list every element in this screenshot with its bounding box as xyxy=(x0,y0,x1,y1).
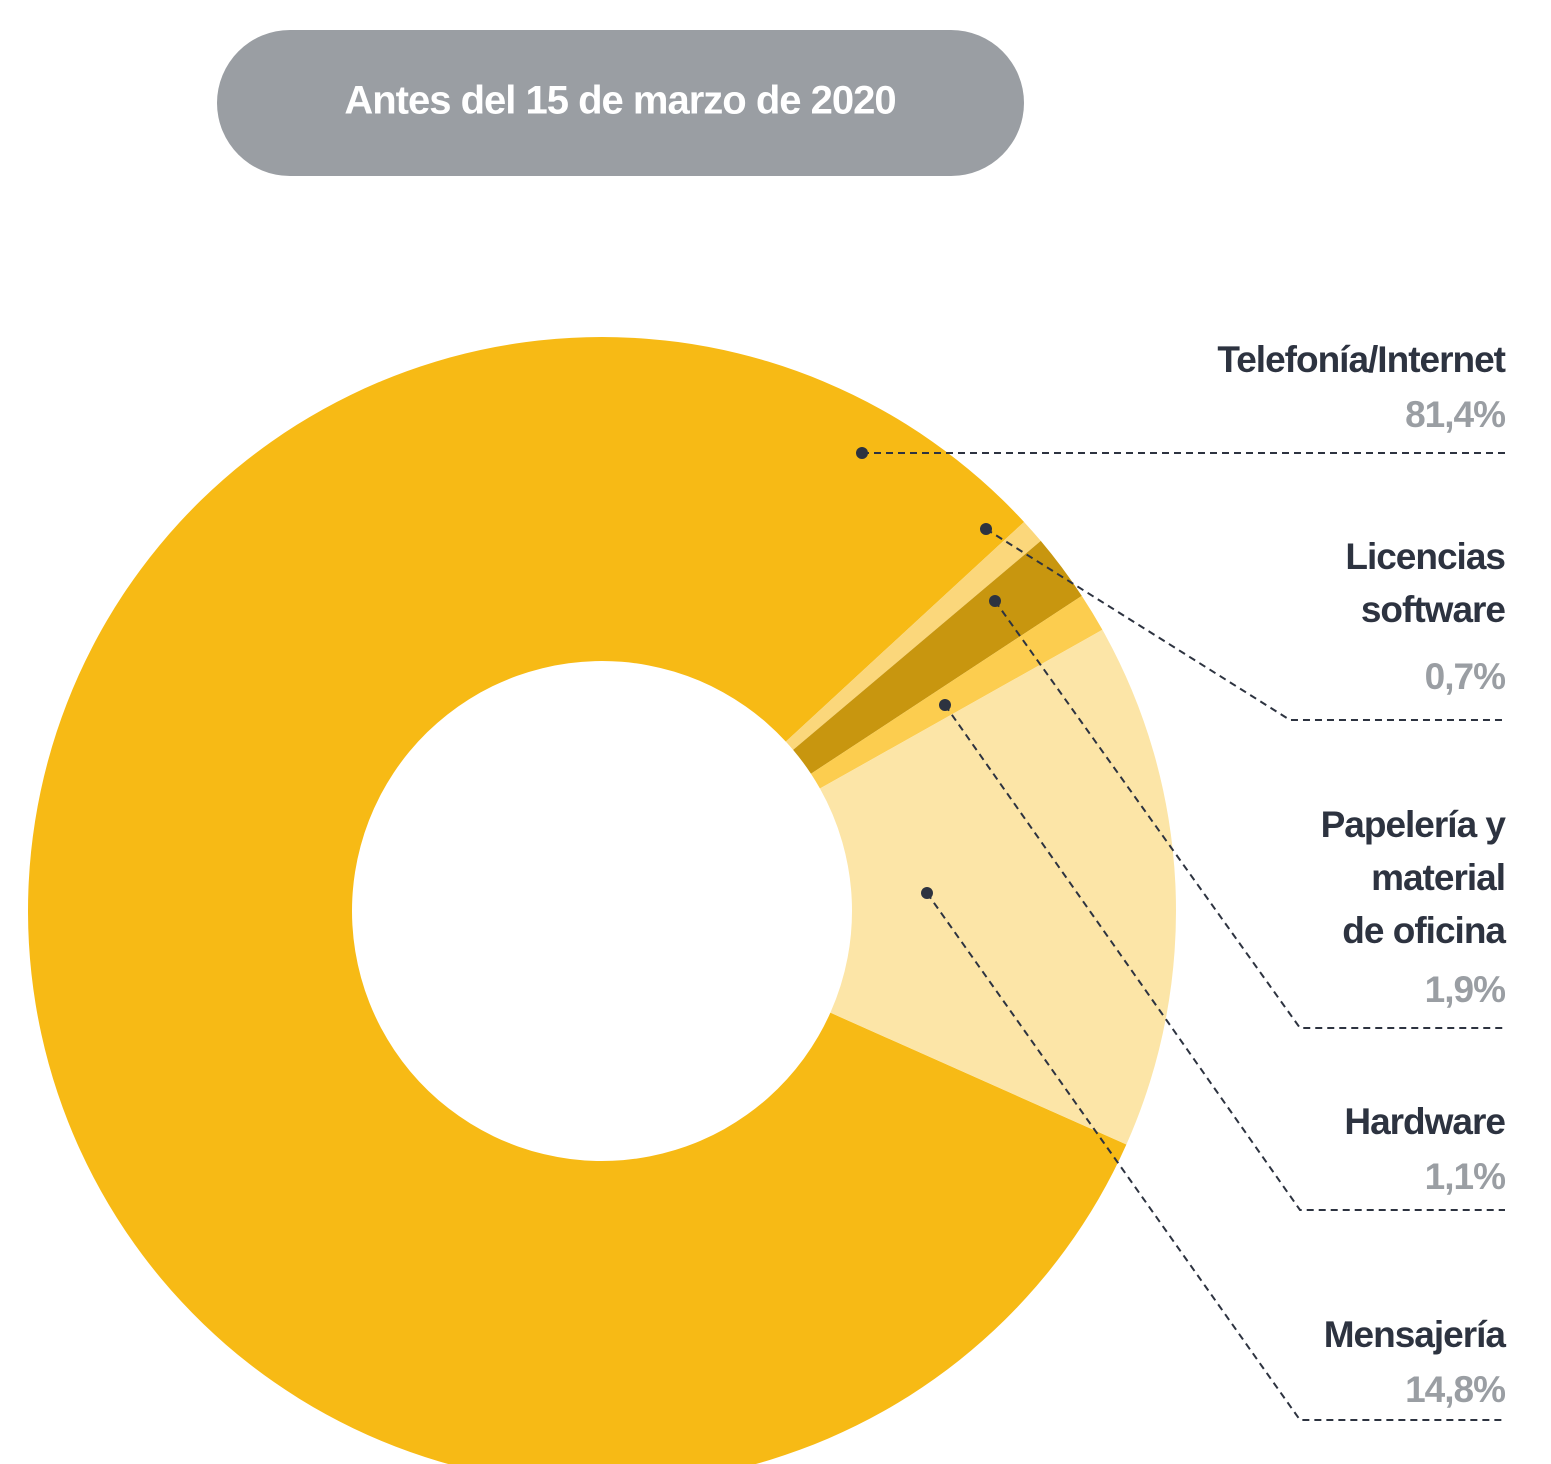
category-label: Licencias software xyxy=(1345,536,1506,630)
category-label: Papelería y material de oficina xyxy=(1320,804,1506,951)
leader-dot xyxy=(989,595,1001,607)
category-label: Mensajería xyxy=(1323,1314,1506,1355)
leader-line xyxy=(944,704,1505,1211)
donut-slice xyxy=(810,595,1103,789)
value-label: 0,7% xyxy=(1424,656,1506,697)
category-label: Hardware xyxy=(1344,1101,1506,1142)
leader-line xyxy=(926,892,1505,1421)
value-label: 14,8% xyxy=(1405,1369,1506,1410)
title-pill xyxy=(217,30,1024,176)
donut-slice xyxy=(819,629,1176,1145)
leader-line xyxy=(994,600,1505,1029)
donut-slice xyxy=(28,337,1127,1464)
value-label: 81,4% xyxy=(1405,394,1506,435)
value-label: 1,1% xyxy=(1424,1156,1506,1197)
chart-title: Antes del 15 de marzo de 2020 xyxy=(344,79,895,123)
leader-dot xyxy=(856,447,868,459)
leader-dot xyxy=(939,699,951,711)
category-label: Telefonía/Internet xyxy=(1217,339,1506,380)
leader-dot xyxy=(921,887,933,899)
donut-slice xyxy=(793,540,1082,774)
donut-slice xyxy=(785,521,1041,750)
leader-dot xyxy=(980,523,992,535)
value-label: 1,9% xyxy=(1424,969,1506,1010)
